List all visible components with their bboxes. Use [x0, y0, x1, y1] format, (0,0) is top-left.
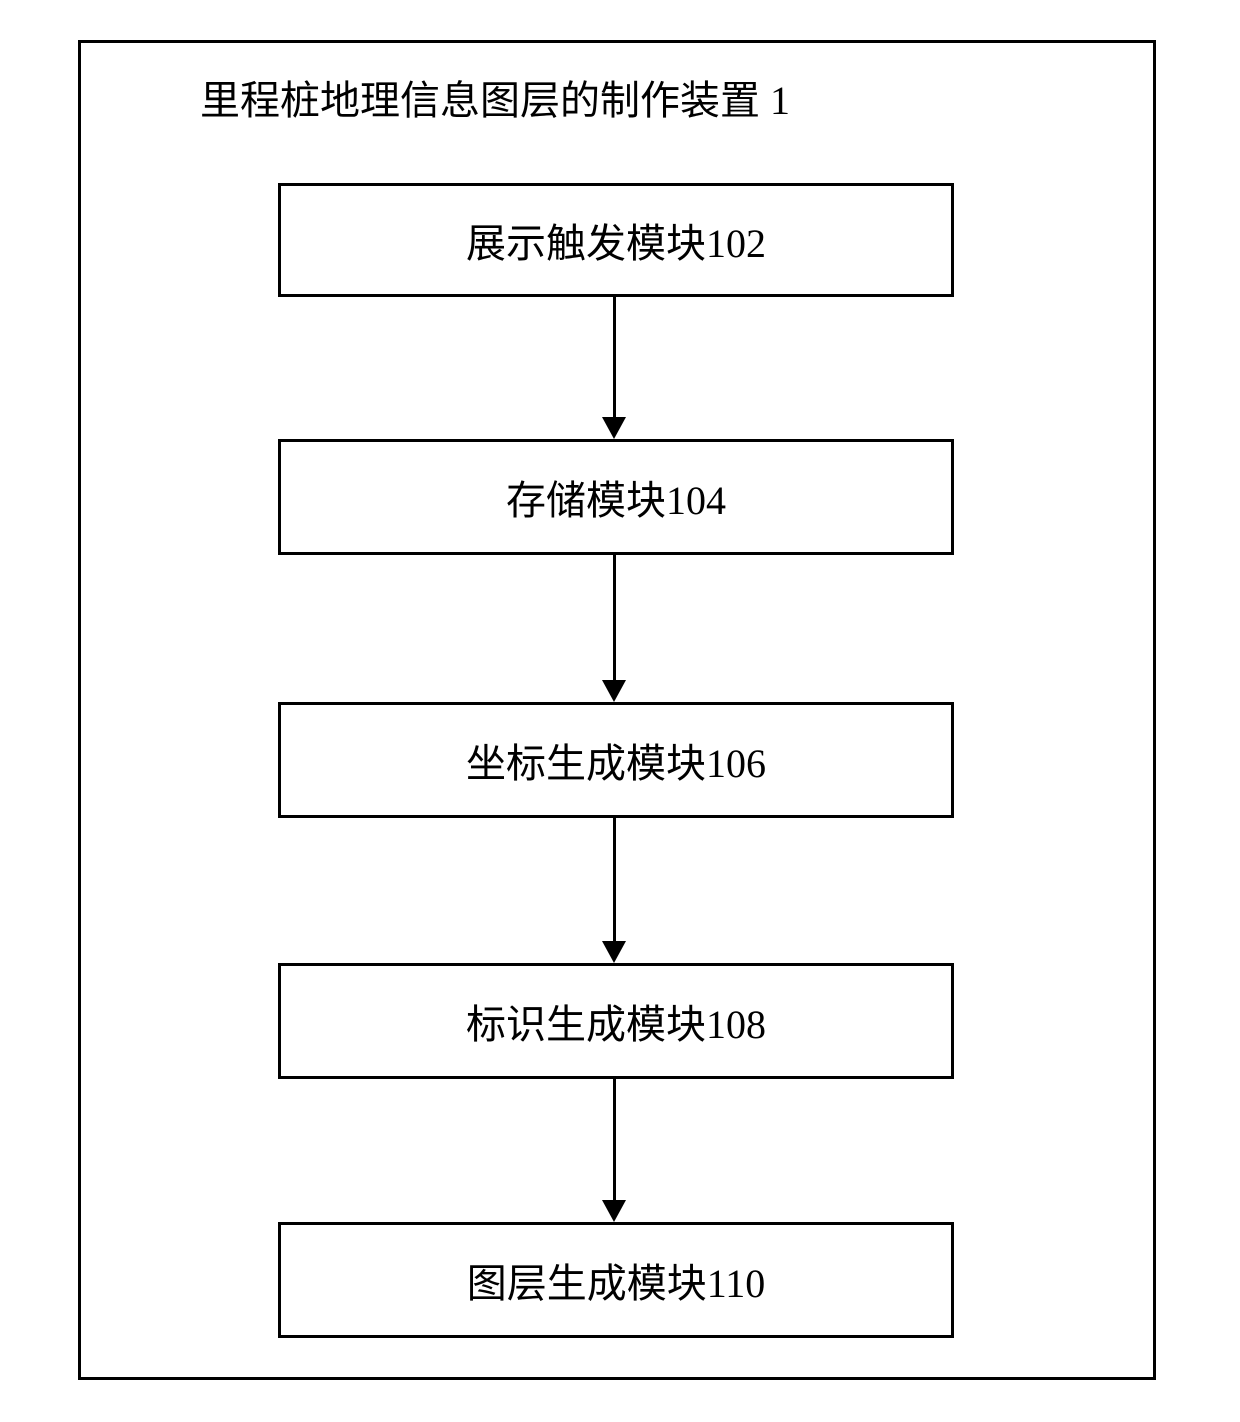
flowchart-node: 坐标生成模块106: [278, 702, 954, 818]
flowchart-arrow-line: [613, 1079, 616, 1200]
flowchart-arrow-line: [613, 818, 616, 941]
flowchart-node: 展示触发模块102: [278, 183, 954, 297]
flowchart-arrow-head: [602, 1200, 626, 1222]
diagram-title: 里程桩地理信息图层的制作装置 1: [200, 68, 790, 126]
flowchart-arrow-head: [602, 417, 626, 439]
flowchart-arrow-line: [613, 297, 616, 417]
flowchart-node: 存储模块104: [278, 439, 954, 555]
flowchart-arrow-head: [602, 941, 626, 963]
flowchart-node: 标识生成模块108: [278, 963, 954, 1079]
flowchart-arrow-head: [602, 680, 626, 702]
flowchart-node: 图层生成模块110: [278, 1222, 954, 1338]
flowchart-arrow-line: [613, 555, 616, 680]
